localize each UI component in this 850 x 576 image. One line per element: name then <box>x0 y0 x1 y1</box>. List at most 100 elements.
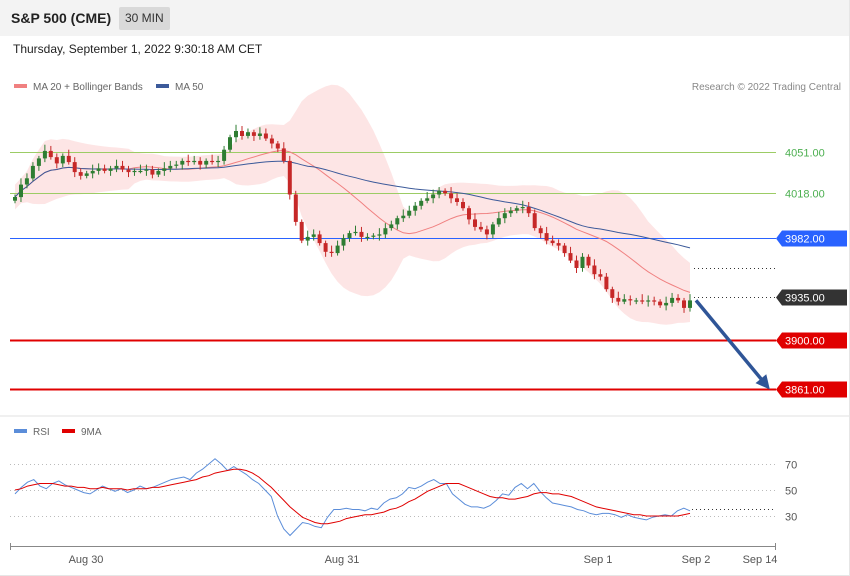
candle-body <box>60 155 65 164</box>
candle-body <box>646 300 651 302</box>
candle-body <box>449 193 454 199</box>
ma20-legend-label: MA 20 + Bollinger Bands <box>33 82 143 93</box>
credit-text: Research © 2022 Trading Central <box>692 82 841 93</box>
candle-body <box>90 170 95 174</box>
candle-body <box>628 299 633 301</box>
candle-body <box>204 160 209 165</box>
candle-body <box>114 165 119 169</box>
candle-body <box>251 132 256 136</box>
level-tag-3900.00 <box>776 332 847 349</box>
candle-body <box>508 210 513 214</box>
candle-body <box>365 236 370 239</box>
candle-body <box>484 229 489 235</box>
candle-body <box>150 169 155 175</box>
level-tag-3861.00 <box>776 381 847 398</box>
rsi-line <box>14 458 691 537</box>
chart-header: S&P 500 (CME) 30 MIN <box>0 0 850 36</box>
candle-body <box>658 301 663 306</box>
forecast-arrow-shaft <box>694 299 768 386</box>
candle-body <box>598 274 603 277</box>
candle-body <box>299 221 304 241</box>
candle-body <box>84 173 89 176</box>
candle-body <box>467 208 471 220</box>
candle-body <box>78 172 83 176</box>
price-legend: MA 20 + Bollinger Bands MA 50 <box>14 82 204 93</box>
level-label-4018.00: 4018.00 <box>785 189 825 201</box>
candles-layer <box>13 124 692 313</box>
rsi-tick-30: 30 <box>785 512 797 524</box>
timestamp: Thursday, September 1, 2022 9:30:18 AM C… <box>13 42 263 56</box>
candle-body <box>586 256 591 266</box>
candle-body <box>132 170 137 173</box>
forecast-arrow-head <box>755 374 770 390</box>
candle-body <box>580 256 585 268</box>
candle-body <box>234 131 238 138</box>
level-label-3935.00: 3935.00 <box>785 293 825 305</box>
candle-body <box>19 184 23 198</box>
candle-body <box>257 133 262 136</box>
candle-body <box>240 131 244 136</box>
rsi-legend-label: RSI <box>33 427 50 438</box>
candle-body <box>377 234 382 236</box>
rsi-ma-legend-label: 9MA <box>81 427 102 438</box>
candle-body <box>210 160 215 163</box>
bollinger-band-layer <box>15 84 690 325</box>
x-tick-label: Sep 1 <box>584 554 613 566</box>
candle-body <box>293 194 298 222</box>
candle-body <box>526 207 531 214</box>
x-tick-label: Aug 31 <box>325 554 360 566</box>
candle-body <box>281 148 286 161</box>
candle-body <box>478 226 483 230</box>
candle-body <box>431 194 436 199</box>
candle-body <box>174 164 179 166</box>
candle-body <box>664 302 669 306</box>
level-label-3982.00: 3982.00 <box>785 234 825 246</box>
candle-body <box>138 170 143 173</box>
candle-body <box>311 234 316 237</box>
candle-body <box>353 231 358 234</box>
x-tick-label: Aug 30 <box>69 554 104 566</box>
candle-body <box>568 253 573 261</box>
level-label-3861.00: 3861.00 <box>785 385 825 397</box>
candle-body <box>222 149 227 161</box>
candle-body <box>413 205 418 211</box>
instrument-title: S&P 500 (CME) <box>11 10 112 26</box>
candle-body <box>622 299 627 302</box>
candle-body <box>269 138 274 144</box>
candle-body <box>42 150 47 159</box>
bollinger-band <box>15 84 690 325</box>
candle-body <box>66 155 71 163</box>
candle-body <box>305 236 310 241</box>
candle-body <box>461 202 465 209</box>
ma50-legend-swatch <box>156 84 169 88</box>
candle-body <box>54 157 59 164</box>
candle-body <box>102 168 107 171</box>
candle-body <box>228 137 232 150</box>
candle-body <box>407 210 412 216</box>
level-label-4051.00: 4051.00 <box>785 148 825 160</box>
moving-average-layer <box>14 149 691 293</box>
candle-body <box>634 300 639 302</box>
candle-body <box>616 297 621 302</box>
candle-body <box>36 158 41 166</box>
candle-body <box>419 200 424 206</box>
candle-body <box>676 297 681 301</box>
candle-body <box>287 160 292 195</box>
candle-body <box>108 168 113 171</box>
candle-body <box>395 218 400 225</box>
candle-body <box>437 190 442 195</box>
candle-body <box>246 132 250 136</box>
candle-body <box>550 240 555 244</box>
candle-body <box>443 190 448 194</box>
candle-body <box>216 160 221 163</box>
candle-body <box>640 300 645 302</box>
candle-body <box>496 218 501 225</box>
candle-body <box>520 207 525 209</box>
timeframe-button[interactable]: 30 MIN <box>119 7 170 30</box>
rsi-legend-swatch <box>14 429 27 433</box>
candle-body <box>329 251 334 253</box>
level-tag-3935.00 <box>776 289 847 306</box>
candle-body <box>341 238 346 246</box>
candle-body <box>186 160 191 163</box>
